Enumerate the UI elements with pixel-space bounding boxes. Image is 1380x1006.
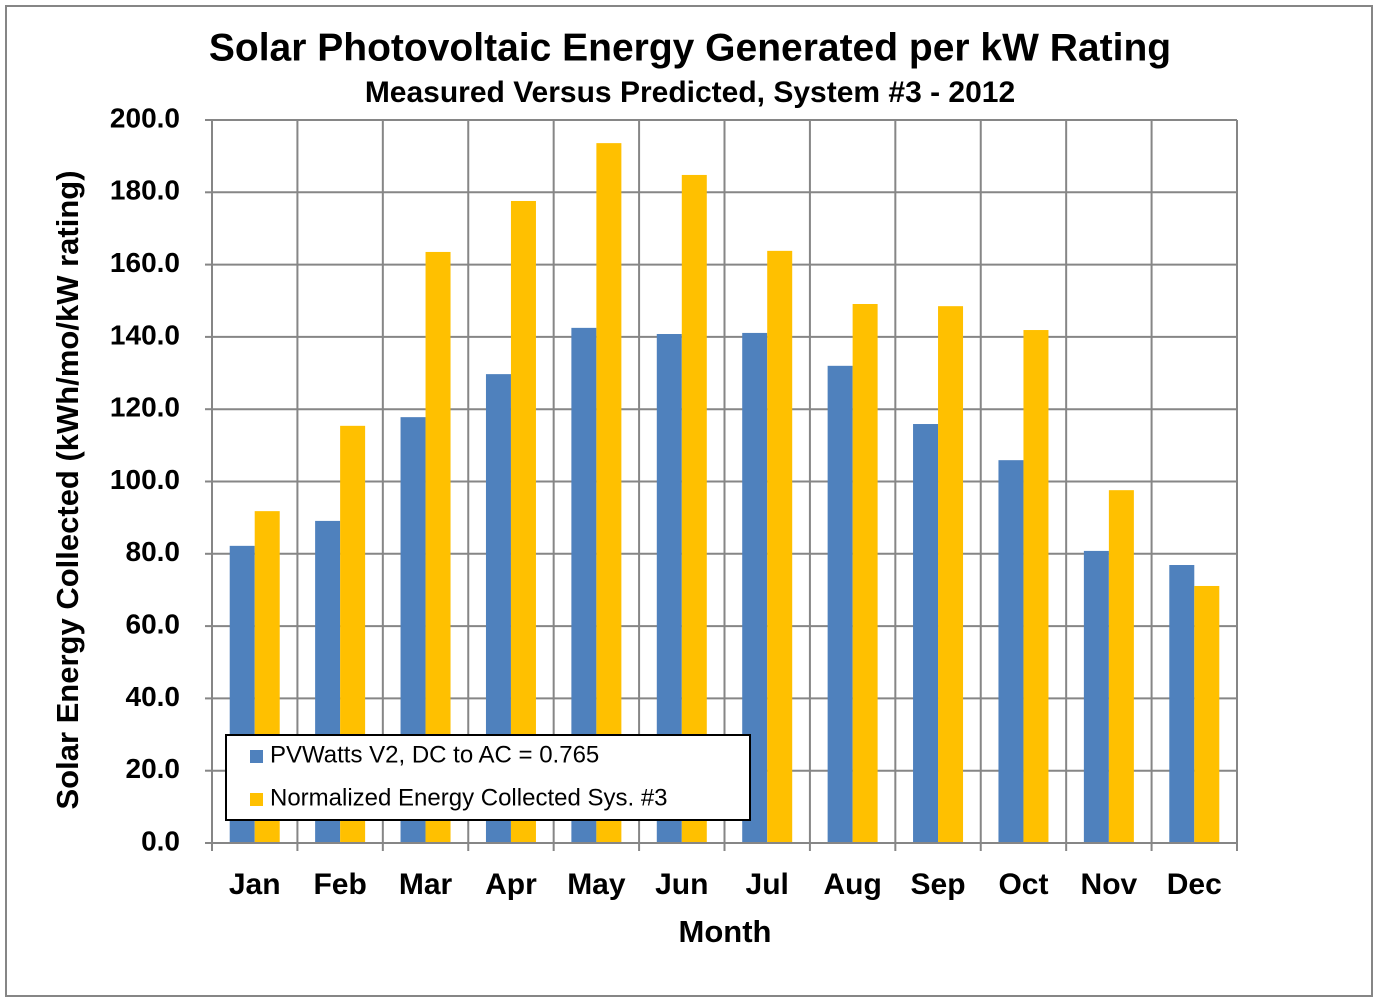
y-tick-label: 40.0 xyxy=(126,681,181,712)
y-tick-label: 140.0 xyxy=(110,319,180,350)
bar xyxy=(852,304,878,843)
legend-swatch xyxy=(250,793,263,806)
chart-title: Solar Photovoltaic Energy Generated per … xyxy=(209,26,1171,69)
y-tick-label: 80.0 xyxy=(126,536,181,567)
x-tick-label: Nov xyxy=(1081,868,1138,901)
x-axis-title: Month xyxy=(679,914,772,949)
bar xyxy=(1194,585,1220,843)
x-tick-label: Oct xyxy=(998,868,1048,901)
y-tick-label: 100.0 xyxy=(110,464,180,495)
bar xyxy=(998,460,1024,843)
bar xyxy=(938,306,964,843)
y-tick-label: 160.0 xyxy=(110,247,180,278)
bar xyxy=(1169,565,1195,843)
bar xyxy=(913,424,939,843)
bar xyxy=(827,365,853,843)
x-tick-label: Jun xyxy=(655,868,708,901)
y-tick-label: 120.0 xyxy=(110,392,180,423)
x-tick-label: Sep xyxy=(911,868,966,901)
y-axis-title: Solar Energy Collected (kWh/mo/kW rating… xyxy=(50,170,85,809)
legend-label: PVWatts V2, DC to AC = 0.765 xyxy=(270,741,599,768)
bar xyxy=(767,250,793,843)
bar xyxy=(596,143,622,844)
x-tick-label: Feb xyxy=(313,868,366,901)
y-tick-label: 180.0 xyxy=(110,175,180,206)
x-tick-label: May xyxy=(567,868,626,901)
x-tick-label: Jul xyxy=(746,868,789,901)
bar xyxy=(681,174,707,843)
y-tick-label: 0.0 xyxy=(141,825,180,856)
legend-box xyxy=(225,734,751,821)
x-tick-label: Mar xyxy=(399,868,453,901)
x-tick-label: Apr xyxy=(485,868,537,901)
bar xyxy=(1083,550,1109,843)
y-tick-label: 200.0 xyxy=(110,102,180,133)
bar xyxy=(1023,330,1049,843)
x-tick-label: Dec xyxy=(1167,868,1222,901)
y-tick-label: 60.0 xyxy=(126,608,181,639)
chart-subtitle: Measured Versus Predicted, System #3 - 2… xyxy=(365,76,1015,109)
y-tick-label: 20.0 xyxy=(126,753,181,784)
legend-swatch xyxy=(250,750,263,763)
x-tick-label: Jan xyxy=(229,868,281,901)
x-tick-label: Aug xyxy=(823,868,881,901)
legend-label: Normalized Energy Collected Sys. #3 xyxy=(270,784,668,811)
bar xyxy=(1108,490,1134,843)
